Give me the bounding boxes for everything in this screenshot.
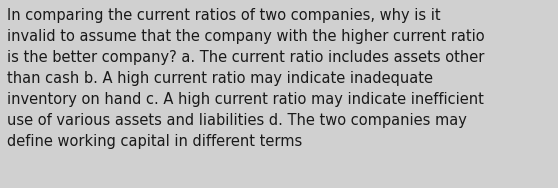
Text: In comparing the current ratios of two companies, why is it
invalid to assume th: In comparing the current ratios of two c… — [7, 8, 485, 149]
